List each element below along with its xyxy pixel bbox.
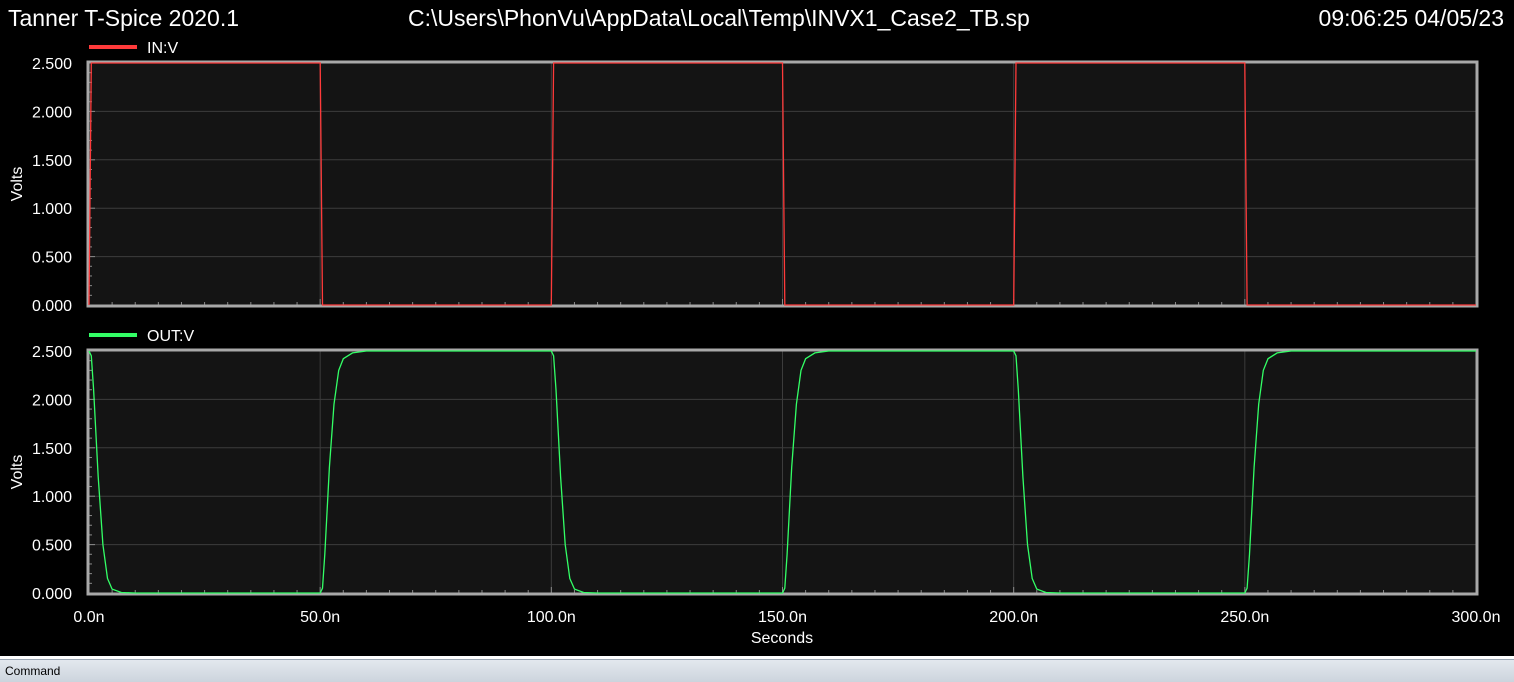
command-bar[interactable]: Command (0, 659, 1514, 682)
waveform-plots[interactable]: 0.000 0.500 1.000 1.500 2.000 2.500 IN:V Volts 0… (0, 0, 1514, 656)
y-tick-label: 1.500 (32, 153, 72, 170)
y-tick-label: 0.000 (32, 586, 72, 603)
y-tick-label: 2.000 (32, 104, 72, 121)
command-label: Command (5, 664, 60, 678)
y-tick-label: 0.500 (32, 538, 72, 555)
x-tick-label: 0.0n (73, 609, 104, 626)
waveform-window: Tanner T-Spice 2020.1 C:\Users\PhonVu\Ap… (0, 0, 1514, 656)
y-tick-label: 2.000 (32, 392, 72, 409)
x-tick-label: 200.0n (989, 609, 1038, 626)
x-axis-label: Seconds (751, 630, 813, 647)
y-tick-label: 1.000 (32, 489, 72, 506)
x-tick-label: 150.0n (758, 609, 807, 626)
y-tick-label: 2.500 (32, 56, 72, 73)
x-tick-label: 100.0n (527, 609, 576, 626)
y-tick-label: 1.000 (32, 201, 72, 218)
y-tick-label: 2.500 (32, 344, 72, 361)
legend-label: IN:V (147, 40, 178, 57)
x-tick-label: 250.0n (1220, 609, 1269, 626)
y-axis-label: Volts (9, 167, 26, 202)
x-tick-label: 50.0n (300, 609, 340, 626)
y-tick-label: 0.500 (32, 250, 72, 267)
y-tick-label: 1.500 (32, 441, 72, 458)
legend-label: OUT:V (147, 328, 194, 345)
y-tick-label: 0.000 (32, 298, 72, 315)
y-axis-label: Volts (9, 455, 26, 490)
x-tick-label: 300.0n (1452, 609, 1501, 626)
